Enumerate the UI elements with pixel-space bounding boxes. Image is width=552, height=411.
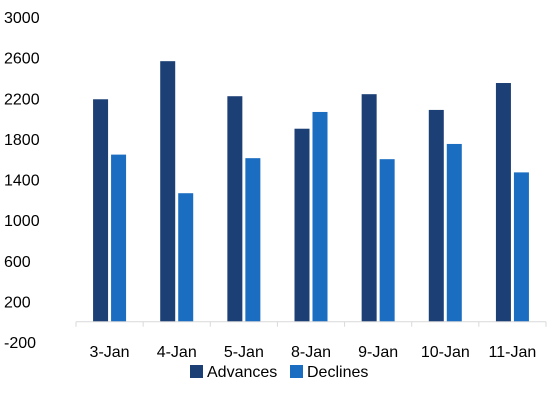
y-tick-label: -200: [4, 335, 36, 352]
bar-advances-10-jan: [428, 109, 444, 322]
bar-advances-5-jan: [227, 96, 243, 322]
legend: Advances Declines: [190, 364, 368, 381]
x-tick-label: 5-Jan: [224, 344, 264, 361]
x-tick-label: 11-Jan: [489, 344, 537, 361]
x-tick-label: 8-Jan: [291, 344, 331, 361]
bar-declines-8-jan: [312, 111, 328, 322]
x-axis-tick-marks: [75, 321, 547, 327]
bar-advances-11-jan: [495, 83, 511, 322]
legend-label-advances: Advances: [207, 364, 277, 381]
x-tick-label: 10-Jan: [421, 344, 470, 361]
bar-declines-5-jan: [245, 158, 261, 322]
bar-declines-9-jan: [379, 159, 395, 322]
y-tick-label: 600: [4, 254, 31, 271]
bar-advances-4-jan: [160, 61, 176, 322]
x-tick-label: 4-Jan: [157, 344, 197, 361]
y-tick-label: 2200: [4, 91, 40, 108]
bar-advances-3-jan: [93, 99, 109, 322]
bar-declines-11-jan: [513, 172, 529, 322]
y-tick-label: 2600: [4, 51, 40, 68]
bar-declines-4-jan: [178, 193, 194, 322]
bars: [93, 61, 529, 322]
x-tick-label: 3-Jan: [90, 344, 130, 361]
y-tick-label: 1000: [4, 213, 40, 230]
y-axis-ticks: 3000 2600 2200 1800 1400 1000 600 200 -200: [4, 10, 40, 352]
bar-advances-8-jan: [294, 128, 310, 322]
legend-swatch-advances: [190, 365, 203, 378]
bar-declines-3-jan: [111, 154, 127, 322]
legend-swatch-declines: [290, 365, 303, 378]
bar-declines-10-jan: [446, 143, 462, 322]
y-tick-label: 3000: [4, 10, 40, 27]
legend-label-declines: Declines: [307, 364, 368, 381]
bar-advances-9-jan: [361, 94, 377, 322]
y-tick-label: 200: [4, 294, 31, 311]
y-tick-label: 1400: [4, 173, 40, 190]
y-tick-label: 1800: [4, 132, 40, 149]
x-axis-labels: 3-Jan 4-Jan 5-Jan 8-Jan 9-Jan 10-Jan 11-Jan: [90, 344, 537, 361]
x-tick-label: 9-Jan: [358, 344, 398, 361]
